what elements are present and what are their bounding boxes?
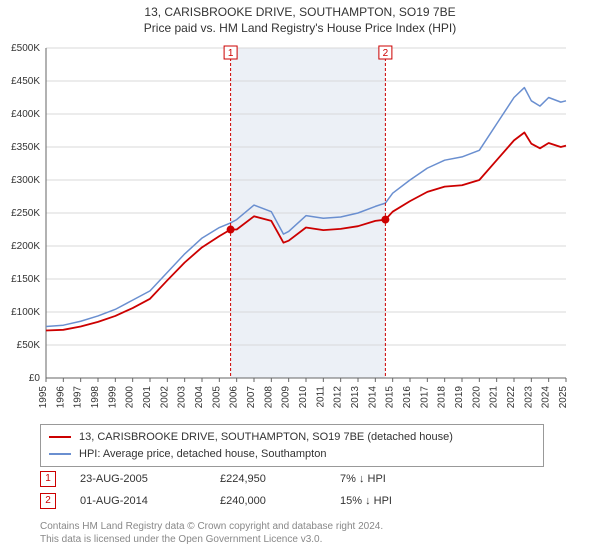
marker-table-price: £224,950 bbox=[220, 473, 340, 485]
legend-swatch bbox=[49, 453, 71, 455]
y-tick-label: £500K bbox=[11, 43, 40, 54]
x-tick-label: 2024 bbox=[541, 386, 552, 409]
marker-table-number-box: 2 bbox=[40, 493, 56, 509]
footer-line-2: This data is licensed under the Open Gov… bbox=[40, 533, 544, 546]
marker-table-price: £240,000 bbox=[220, 495, 340, 507]
title-line-2: Price paid vs. HM Land Registry's House … bbox=[0, 20, 600, 36]
y-tick-label: £450K bbox=[11, 76, 40, 87]
x-tick-label: 2012 bbox=[333, 386, 344, 409]
marker-table: 1 23-AUG-2005£224,9507% ↓ HPI 2 01-AUG-2014… bbox=[40, 468, 544, 512]
y-tick-label: £250K bbox=[11, 208, 40, 219]
footer: Contains HM Land Registry data © Crown c… bbox=[40, 520, 544, 546]
x-tick-label: 2011 bbox=[315, 386, 326, 408]
marker-table-row: 2 01-AUG-2014£240,00015% ↓ HPI bbox=[40, 490, 544, 512]
y-tick-label: £400K bbox=[11, 109, 40, 120]
line-chart-svg: £0 £50K £100K £150K £200K £250K £300K £350K £400… bbox=[0, 42, 600, 420]
legend-label: 13, CARISBROOKE DRIVE, SOUTHAMPTON, SO19… bbox=[79, 429, 453, 446]
x-tick-label: 2003 bbox=[177, 386, 188, 409]
x-tick-label: 2013 bbox=[350, 386, 361, 409]
x-tick-label: 2018 bbox=[437, 386, 448, 409]
y-tick-label: £0 bbox=[29, 373, 41, 384]
marker-table-number-box: 1 bbox=[40, 471, 56, 487]
y-tick-label: £350K bbox=[11, 142, 40, 153]
x-tick-label: 2014 bbox=[367, 386, 378, 409]
x-tick-label: 2025 bbox=[558, 386, 569, 409]
x-tick-label: 1999 bbox=[107, 386, 118, 409]
y-tick-label: £50K bbox=[17, 340, 41, 351]
x-tick-label: 2010 bbox=[298, 386, 309, 409]
marker-point bbox=[381, 216, 389, 224]
x-tick-label: 1997 bbox=[73, 386, 84, 409]
marker-table-row: 1 23-AUG-2005£224,9507% ↓ HPI bbox=[40, 468, 544, 490]
marker-number-label: 2 bbox=[383, 48, 389, 59]
x-tick-label: 2009 bbox=[281, 386, 292, 409]
x-tick-label: 2015 bbox=[385, 386, 396, 409]
x-tick-label: 2020 bbox=[471, 386, 482, 409]
marker-table-delta: 15% ↓ HPI bbox=[340, 495, 480, 507]
marker-table-date: 23-AUG-2005 bbox=[80, 473, 220, 485]
footer-line-1: Contains HM Land Registry data © Crown c… bbox=[40, 520, 544, 533]
x-tick-label: 1995 bbox=[38, 386, 49, 409]
chart-area: £0 £50K £100K £150K £200K £250K £300K £350K £400… bbox=[0, 42, 600, 420]
y-tick-label: £300K bbox=[11, 175, 40, 186]
x-tick-label: 2006 bbox=[229, 386, 240, 409]
legend-series: 13, CARISBROOKE DRIVE, SOUTHAMPTON, SO19… bbox=[40, 424, 544, 467]
title-area: 13, CARISBROOKE DRIVE, SOUTHAMPTON, SO19… bbox=[0, 0, 600, 36]
figure-container: 13, CARISBROOKE DRIVE, SOUTHAMPTON, SO19… bbox=[0, 0, 600, 560]
x-tick-label: 2005 bbox=[211, 386, 222, 409]
x-tick-label: 2008 bbox=[263, 386, 274, 409]
marker-point bbox=[227, 226, 235, 234]
marker-table-delta: 7% ↓ HPI bbox=[340, 473, 480, 485]
y-tick-label: £200K bbox=[11, 241, 40, 252]
x-tick-label: 1996 bbox=[55, 386, 66, 409]
x-tick-label: 2017 bbox=[419, 386, 430, 409]
x-tick-label: 2002 bbox=[159, 386, 170, 409]
x-tick-label: 2004 bbox=[194, 386, 205, 409]
x-tick-label: 2001 bbox=[142, 386, 153, 409]
x-tick-label: 2007 bbox=[246, 386, 257, 409]
legend-row: HPI: Average price, detached house, Sout… bbox=[49, 446, 535, 463]
x-tick-label: 1998 bbox=[90, 386, 101, 409]
title-line-1: 13, CARISBROOKE DRIVE, SOUTHAMPTON, SO19… bbox=[0, 4, 600, 20]
x-tick-label: 2021 bbox=[489, 386, 500, 409]
legend-row: 13, CARISBROOKE DRIVE, SOUTHAMPTON, SO19… bbox=[49, 429, 535, 446]
y-tick-label: £100K bbox=[11, 307, 40, 318]
x-tick-label: 2023 bbox=[523, 386, 534, 409]
x-tick-label: 2019 bbox=[454, 386, 465, 409]
x-tick-label: 2000 bbox=[125, 386, 136, 409]
legend-label: HPI: Average price, detached house, Sout… bbox=[79, 446, 326, 463]
marker-number-label: 1 bbox=[228, 48, 234, 59]
legend-swatch bbox=[49, 436, 71, 438]
x-tick-label: 2022 bbox=[506, 386, 517, 409]
y-tick-label: £150K bbox=[11, 274, 40, 285]
x-tick-label: 2016 bbox=[402, 386, 413, 409]
marker-table-date: 01-AUG-2014 bbox=[80, 495, 220, 507]
